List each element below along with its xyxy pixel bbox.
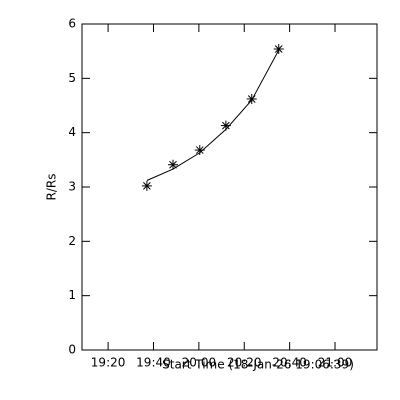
marker-stroke: [195, 146, 204, 154]
data-point: [273, 43, 284, 54]
x-tick-label: 19:40: [136, 356, 171, 370]
marker-stroke: [143, 182, 151, 190]
marker-stroke: [274, 45, 283, 53]
data-point: [141, 180, 152, 191]
y-tick-label: 1: [68, 288, 76, 302]
x-tick-label: 20:00: [182, 356, 217, 370]
y-tick-label: 6: [68, 17, 76, 31]
x-tick-label: 20:20: [227, 356, 262, 370]
marker-stroke: [222, 121, 230, 130]
x-tick-label: 19:20: [91, 356, 126, 370]
x-axis-label: Start Time (18-Jan-26 19:06:39): [162, 358, 354, 372]
y-tick-label: 4: [68, 125, 76, 139]
y-axis-label: R/Rs: [45, 174, 59, 201]
y-tick-label: 3: [68, 180, 76, 194]
y-tick-label: 0: [68, 343, 76, 357]
plot-frame: [81, 23, 378, 351]
data-point: [220, 120, 231, 131]
y-tick-label: 2: [68, 234, 76, 248]
data-point: [167, 159, 178, 170]
data-point: [246, 93, 257, 104]
x-tick-label: 21:00: [318, 356, 353, 370]
fit-line: [146, 49, 280, 181]
x-tick-label: 20:40: [272, 356, 307, 370]
y-tick-label: 5: [68, 71, 76, 85]
marker-stroke: [169, 160, 177, 169]
